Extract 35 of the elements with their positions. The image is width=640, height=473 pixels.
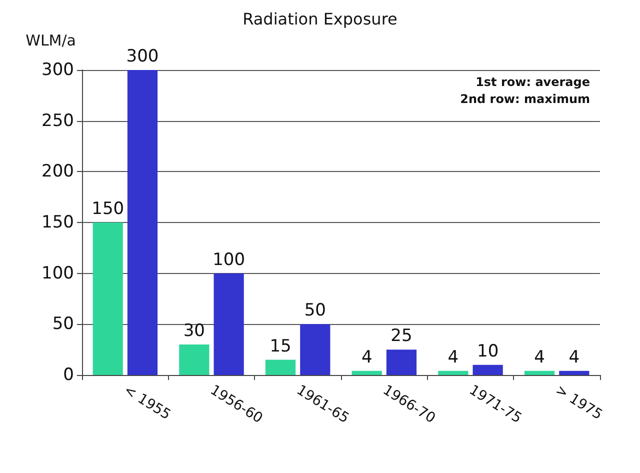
y-tick-label: 100: [42, 263, 74, 284]
bar: [438, 370, 468, 375]
y-tick-label: 200: [42, 162, 74, 182]
bar: [214, 273, 244, 375]
data-label: 30: [183, 321, 206, 341]
chart-title: Radiation Exposure: [242, 10, 398, 28]
bar: [386, 350, 417, 375]
bar: [127, 70, 158, 375]
data-label: 300: [126, 46, 159, 66]
y-tick-label: 250: [42, 110, 74, 131]
bar: [265, 360, 296, 375]
data-label: 10: [476, 341, 499, 362]
bar: [92, 222, 123, 375]
data-label: 100: [212, 250, 246, 270]
bar: [559, 370, 590, 375]
data-label: 150: [92, 199, 124, 219]
y-tick-label: 50: [52, 314, 74, 334]
data-label: 4: [361, 347, 372, 368]
annotation: 2nd row: maximum: [460, 92, 590, 106]
y-tick-label: 300: [42, 60, 74, 80]
bar: [472, 364, 503, 375]
data-label: 25: [390, 326, 412, 346]
data-label: 4: [448, 347, 459, 368]
data-label: 4: [534, 347, 545, 368]
data-label: 50: [304, 300, 326, 321]
bar: [300, 324, 330, 375]
data-label: 15: [270, 336, 292, 356]
bar: [352, 370, 382, 375]
y-tick-label: 0: [63, 365, 74, 385]
y-axis-title: WLM/a: [26, 32, 76, 50]
annotation: 1st row: average: [476, 75, 590, 89]
data-label: 4: [568, 347, 580, 368]
bar: [524, 370, 555, 375]
y-tick-label: 150: [42, 212, 74, 232]
bar: [179, 344, 210, 375]
